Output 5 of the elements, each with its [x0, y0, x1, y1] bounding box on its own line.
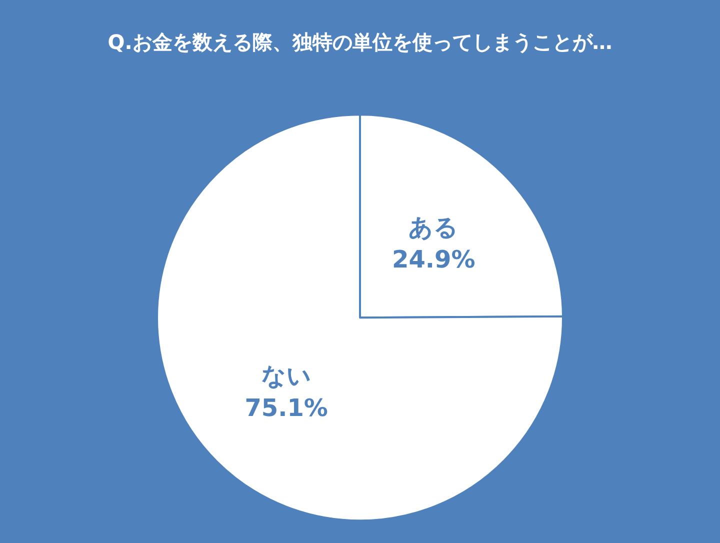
- data-label: 24.9%: [392, 246, 476, 274]
- chart-title: Q.お金を数える際、独特の単位を使ってしまうことが…: [108, 30, 612, 54]
- slice-label: ない: [261, 362, 312, 390]
- slice-label: ある: [408, 214, 459, 242]
- data-label: 75.1%: [244, 394, 328, 422]
